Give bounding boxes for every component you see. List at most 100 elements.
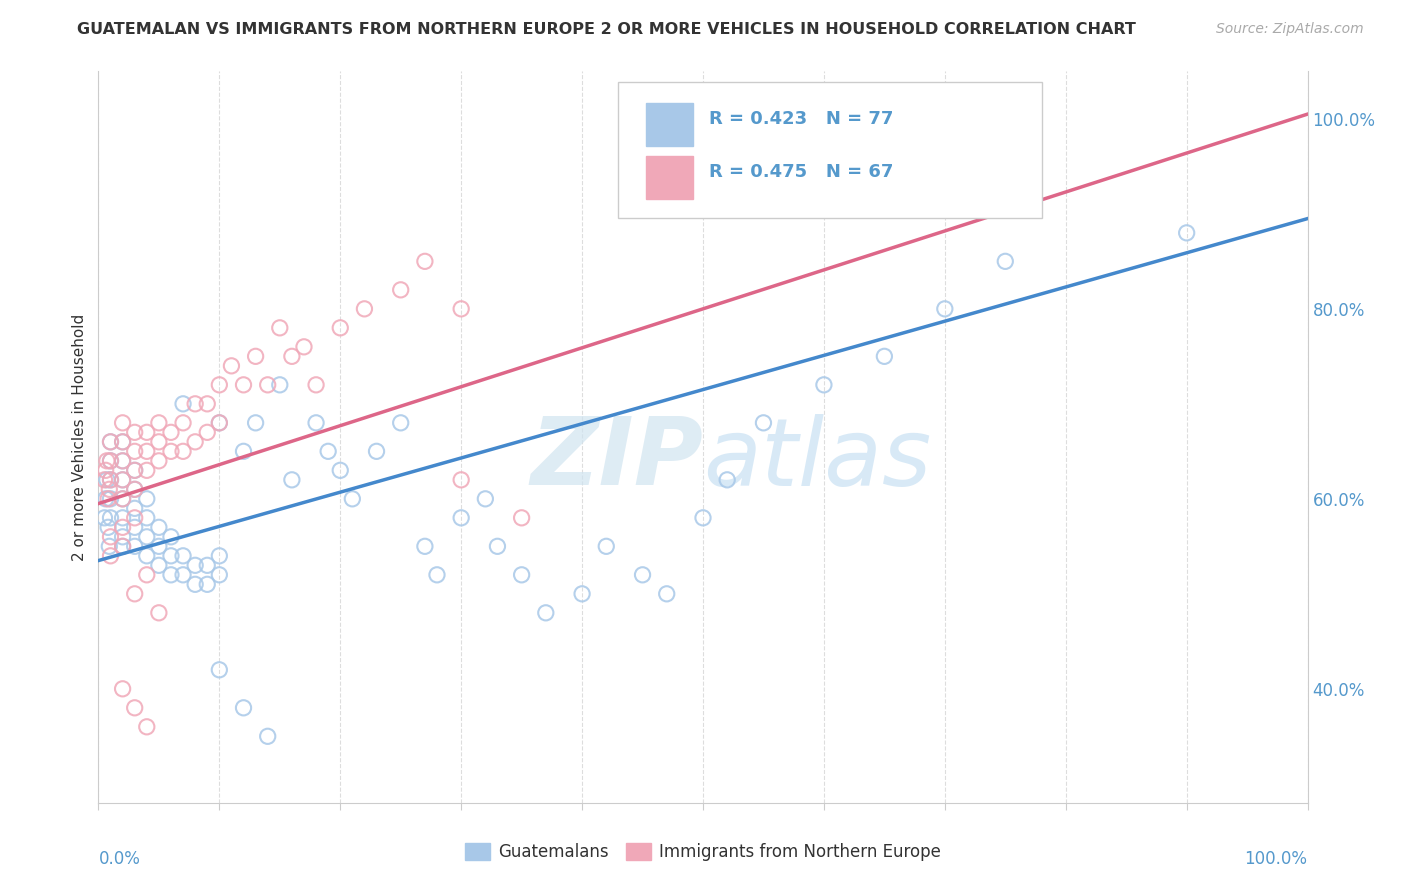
Point bbox=[98, 483, 121, 497]
Point bbox=[111, 434, 134, 449]
Point bbox=[148, 416, 170, 430]
FancyBboxPatch shape bbox=[619, 82, 1042, 218]
Text: Source: ZipAtlas.com: Source: ZipAtlas.com bbox=[1216, 22, 1364, 37]
Point bbox=[172, 549, 194, 563]
Point bbox=[100, 434, 122, 449]
Point bbox=[111, 473, 134, 487]
Point bbox=[135, 511, 157, 525]
Point bbox=[305, 416, 328, 430]
Point bbox=[873, 349, 896, 363]
Point bbox=[160, 530, 183, 544]
Point bbox=[305, 377, 328, 392]
Point bbox=[245, 349, 267, 363]
Point bbox=[135, 463, 157, 477]
Point bbox=[111, 454, 134, 468]
Point bbox=[413, 254, 436, 268]
Point bbox=[232, 701, 254, 715]
Point bbox=[94, 491, 117, 506]
Point bbox=[111, 681, 134, 696]
Point bbox=[450, 511, 472, 525]
Point bbox=[934, 159, 956, 173]
Point bbox=[100, 434, 122, 449]
Text: 0.0%: 0.0% bbox=[98, 850, 141, 868]
FancyBboxPatch shape bbox=[647, 156, 693, 200]
Point bbox=[100, 491, 122, 506]
Point bbox=[124, 444, 146, 458]
Point bbox=[96, 454, 118, 468]
Point bbox=[148, 539, 170, 553]
Point bbox=[148, 520, 170, 534]
Point bbox=[595, 539, 617, 553]
Point bbox=[98, 539, 121, 553]
Point bbox=[135, 567, 157, 582]
Point bbox=[160, 425, 183, 440]
Point bbox=[124, 483, 146, 497]
Point bbox=[184, 577, 207, 591]
Point bbox=[96, 473, 118, 487]
Point bbox=[111, 539, 134, 553]
Point bbox=[93, 511, 115, 525]
Point bbox=[692, 511, 714, 525]
Point bbox=[100, 454, 122, 468]
Point bbox=[111, 520, 134, 534]
Point bbox=[124, 425, 146, 440]
Point bbox=[342, 491, 364, 506]
Point bbox=[329, 321, 352, 335]
Point bbox=[208, 663, 231, 677]
Point bbox=[111, 434, 134, 449]
Point bbox=[124, 701, 146, 715]
Point bbox=[124, 463, 146, 477]
Point bbox=[97, 520, 120, 534]
Point bbox=[93, 473, 115, 487]
Point bbox=[111, 491, 134, 506]
Point bbox=[256, 729, 278, 743]
Point bbox=[571, 587, 593, 601]
Point bbox=[148, 558, 170, 573]
Point bbox=[111, 539, 134, 553]
Point bbox=[124, 539, 146, 553]
Point bbox=[111, 416, 134, 430]
FancyBboxPatch shape bbox=[647, 103, 693, 146]
Point bbox=[135, 491, 157, 506]
Text: atlas: atlas bbox=[703, 414, 931, 505]
Text: R = 0.475   N = 67: R = 0.475 N = 67 bbox=[709, 163, 893, 181]
Y-axis label: 2 or more Vehicles in Household: 2 or more Vehicles in Household bbox=[72, 313, 87, 561]
Point bbox=[111, 511, 134, 525]
Point bbox=[97, 491, 120, 506]
Point bbox=[208, 416, 231, 430]
Point bbox=[135, 444, 157, 458]
Point bbox=[100, 473, 122, 487]
Point bbox=[208, 549, 231, 563]
Point bbox=[111, 454, 134, 468]
Point bbox=[172, 444, 194, 458]
Point bbox=[160, 567, 183, 582]
Point bbox=[124, 511, 146, 525]
Point bbox=[510, 567, 533, 582]
Point bbox=[124, 483, 146, 497]
Point bbox=[329, 463, 352, 477]
Point bbox=[160, 444, 183, 458]
Point bbox=[631, 567, 654, 582]
Point bbox=[124, 463, 146, 477]
Point bbox=[450, 473, 472, 487]
Point bbox=[100, 454, 122, 468]
Point bbox=[195, 425, 218, 440]
Point bbox=[1175, 226, 1198, 240]
Point bbox=[135, 549, 157, 563]
Point bbox=[100, 511, 122, 525]
Point bbox=[389, 416, 412, 430]
Point bbox=[94, 463, 117, 477]
Point bbox=[111, 491, 134, 506]
Point bbox=[111, 473, 134, 487]
Point bbox=[184, 434, 207, 449]
Point bbox=[124, 520, 146, 534]
Point bbox=[994, 254, 1017, 268]
Point bbox=[752, 416, 775, 430]
Text: ZIP: ZIP bbox=[530, 413, 703, 505]
Legend: Guatemalans, Immigrants from Northern Europe: Guatemalans, Immigrants from Northern Eu… bbox=[458, 836, 948, 868]
Point bbox=[148, 454, 170, 468]
Point bbox=[716, 473, 738, 487]
Point bbox=[389, 283, 412, 297]
Point bbox=[281, 473, 304, 487]
Point bbox=[813, 377, 835, 392]
